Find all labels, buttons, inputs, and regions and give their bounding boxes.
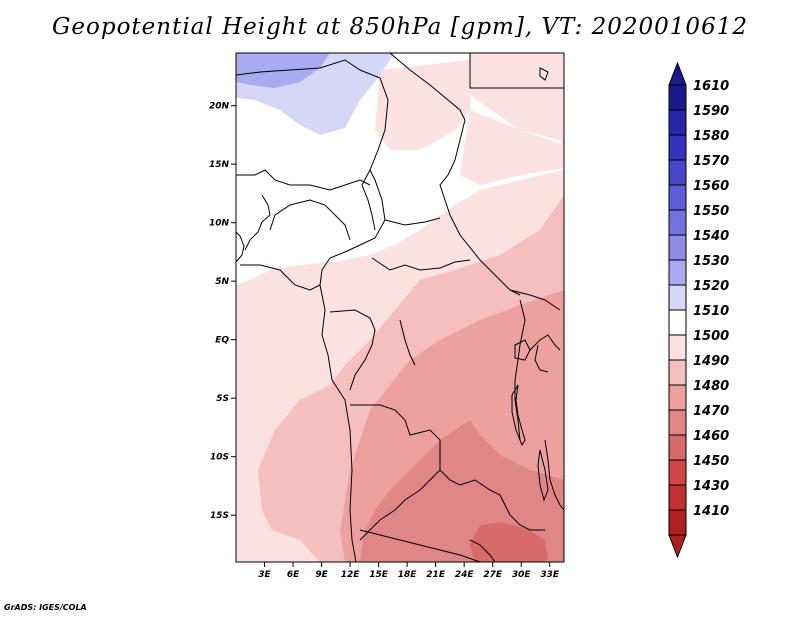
map-panel (236, 53, 564, 562)
colorbar-label: 1490 (693, 354, 729, 369)
lat-tick-label: 5N (215, 277, 229, 287)
lon-tick-label: 30E (512, 570, 532, 580)
lon-tick-label: 24E (455, 570, 475, 580)
lat-tick-label: 15S (210, 511, 229, 521)
colorbar-swatch (668, 409, 687, 436)
colorbar-swatch (668, 509, 687, 536)
colorbar-bottom-arrow (668, 534, 687, 559)
colorbar-label: 1500 (693, 329, 729, 344)
colorbar-label: 1510 (693, 304, 729, 319)
colorbar-label: 1560 (693, 179, 729, 194)
colorbar-label: 1470 (693, 404, 729, 419)
colorbar-top-arrow (668, 61, 687, 86)
lat-tick-label: 15N (209, 160, 230, 170)
field-1460-region-2 (525, 535, 548, 562)
colorbar-label: 1460 (693, 429, 729, 444)
colorbar-swatch (668, 359, 687, 386)
lat-tick-label: 5S (216, 394, 229, 404)
lat-tick-label: 20N (209, 102, 230, 112)
lon-tick-label: 6E (287, 570, 300, 580)
colorbar-swatch (668, 484, 687, 511)
colorbar-label: 1410 (693, 504, 729, 519)
field-1500-patch-east (460, 110, 564, 185)
lon-tick-label: 3E (258, 570, 271, 580)
colorbar-label: 1540 (693, 229, 729, 244)
field-1500-patch-north (375, 60, 470, 150)
axis-ticks: 20N 15N 10N 5N EQ 5S 10S 15S 3E 6E 9E 12E 15E 18E 21E 2… (209, 102, 560, 580)
colorbar-label: 1550 (693, 204, 729, 219)
colorbar-swatch (668, 309, 687, 336)
lon-tick-label: 15E (369, 570, 389, 580)
colorbar-swatch (668, 459, 687, 486)
colorbar-swatch (668, 384, 687, 411)
lon-tick-label: 27E (483, 570, 503, 580)
lon-tick-label: 21E (426, 570, 446, 580)
colorbar-swatch (668, 184, 687, 211)
colorbar: 1610 1590 1580 1570 1560 1550 1540 1530 1520 1510… (668, 61, 729, 559)
colorbar-label: 1480 (693, 379, 729, 394)
chart-title: Geopotential Height at 850hPa [gpm], VT:… (52, 14, 748, 40)
colorbar-swatch (668, 134, 687, 161)
colorbar-swatch (668, 209, 687, 236)
lon-tick-label: 12E (341, 570, 361, 580)
lat-tick-label: 10S (210, 453, 229, 463)
colorbar-label: 1570 (693, 154, 729, 169)
colorbar-swatch (668, 84, 687, 111)
colorbar-label: 1430 (693, 479, 729, 494)
lon-tick-label: 18E (398, 570, 418, 580)
lon-tick-label: 33E (540, 570, 560, 580)
colorbar-label: 1530 (693, 254, 729, 269)
colorbar-swatch (668, 334, 687, 361)
colorbar-label: 1580 (693, 129, 729, 144)
colorbar-label: 1450 (693, 454, 729, 469)
map-frame (235, 52, 565, 563)
boundaries (236, 53, 564, 562)
lakes (511, 67, 549, 502)
colorbar-swatch (668, 434, 687, 461)
credit-label: GrADS: IGES/COLA (4, 603, 87, 612)
lat-tick-label: 10N (209, 219, 230, 229)
colorbar-swatch (668, 159, 687, 186)
colorbar-swatch (668, 259, 687, 286)
colorbar-swatch (668, 234, 687, 261)
colorbar-label: 1610 (693, 79, 729, 94)
colorbar-swatch (668, 284, 687, 311)
colorbar-label: 1590 (693, 104, 729, 119)
colorbar-label: 1520 (693, 279, 729, 294)
colorbar-swatch (668, 109, 687, 136)
lon-tick-label: 9E (315, 570, 328, 580)
lat-tick-label: EQ (215, 336, 229, 346)
